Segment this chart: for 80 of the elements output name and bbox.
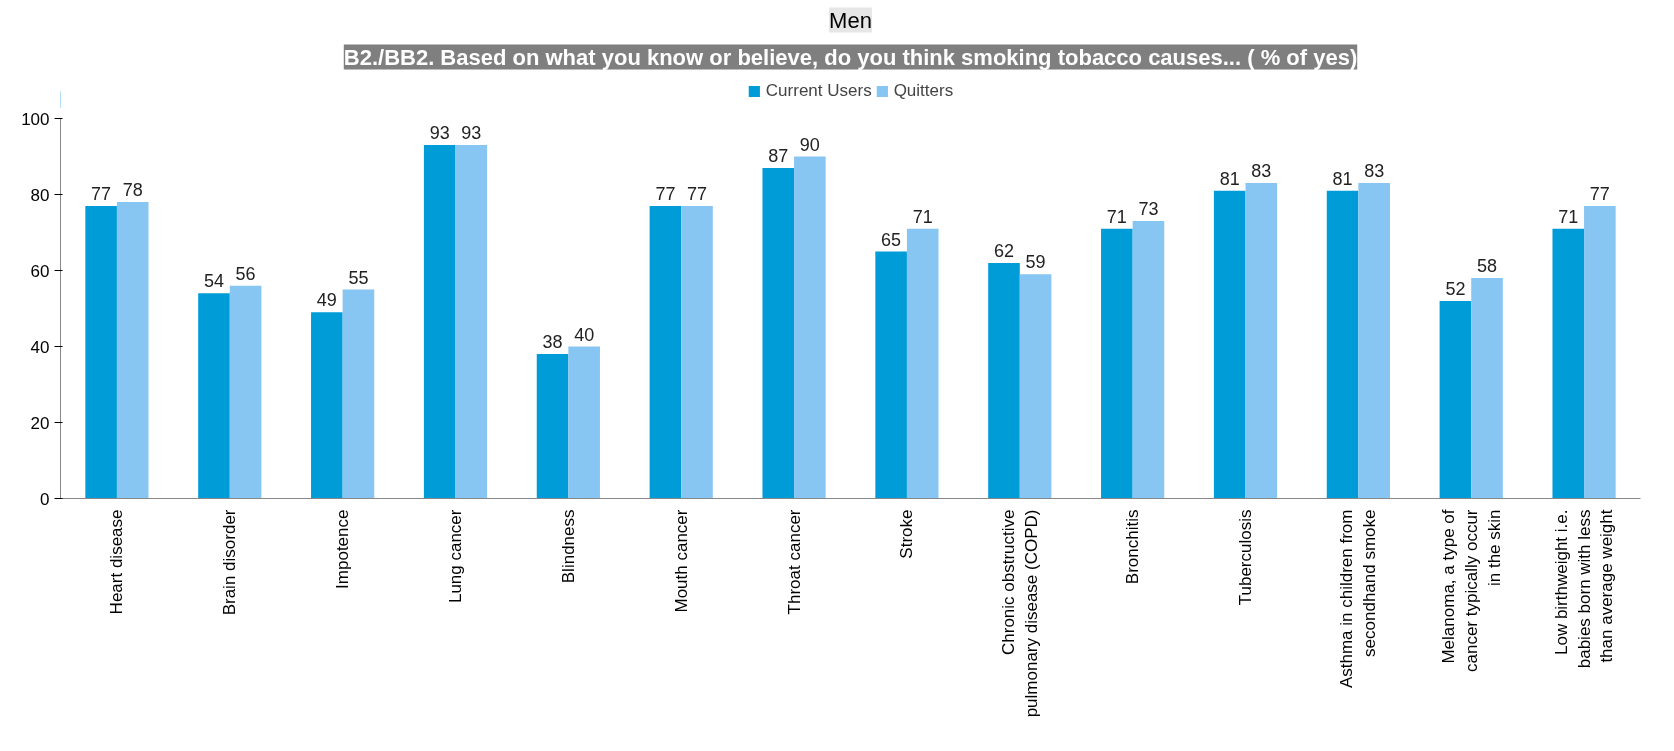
- x-tick-label: Asthma in children from secondhand smoke: [1337, 509, 1380, 689]
- bar: [455, 145, 488, 499]
- bar: [198, 293, 230, 499]
- bar: [762, 167, 795, 499]
- bar: [1019, 274, 1052, 499]
- x-tick-label: Melanoma, a type of cancer typically occur in the skin: [1438, 509, 1504, 672]
- data-label: 49: [316, 290, 337, 311]
- x-tick-label: Heart disease: [107, 509, 127, 615]
- bar: [1245, 183, 1278, 499]
- bar: [229, 285, 262, 499]
- data-label: 71: [1106, 206, 1127, 227]
- bar: [875, 251, 907, 499]
- data-label: 55: [348, 267, 369, 288]
- data-label: 93: [461, 123, 482, 144]
- bar: [906, 228, 939, 499]
- bar: [311, 312, 343, 499]
- y-tick-label: 40: [30, 337, 50, 357]
- data-label: 73: [1138, 199, 1159, 220]
- data-label: 58: [1477, 256, 1498, 277]
- data-label: 56: [235, 263, 256, 284]
- legend-label: Current Users: [765, 81, 872, 101]
- data-label: 38: [542, 332, 563, 353]
- data-label: 71: [1558, 206, 1579, 227]
- x-tick-label: Throat cancer: [784, 509, 804, 615]
- data-label: 65: [881, 229, 902, 250]
- bar: [1584, 205, 1616, 499]
- x-tick-label: Stroke: [897, 509, 917, 559]
- x-tick-label: Impotence: [333, 509, 353, 589]
- y-tick-label: 0: [40, 489, 50, 509]
- data-label: 83: [1364, 161, 1385, 182]
- bar: [1132, 221, 1165, 499]
- bar: [1326, 190, 1359, 499]
- x-tick-label: Brain disorder: [220, 509, 240, 616]
- x-tick-label: Lung cancer: [446, 509, 465, 604]
- data-label: 54: [203, 271, 225, 292]
- bar: [1471, 278, 1503, 499]
- bar: [85, 205, 117, 499]
- bar: [681, 205, 713, 499]
- x-tick-label: Mouth cancer: [671, 509, 691, 613]
- data-label: 81: [1332, 168, 1353, 189]
- y-tick-label: 60: [30, 261, 50, 281]
- x-tick-label: Tuberculosis: [1236, 509, 1255, 606]
- x-tick-label: Low birthweight i.e. babies born with less than average weight: [1551, 509, 1617, 669]
- data-label: 87: [768, 145, 789, 166]
- bar: [794, 156, 826, 499]
- bar: [536, 354, 569, 499]
- data-label: 77: [1589, 183, 1610, 204]
- data-label: 93: [429, 123, 450, 144]
- bar: [1101, 228, 1133, 499]
- bar: [568, 346, 600, 499]
- data-label: 62: [993, 240, 1015, 261]
- chart-title: B2./BB2. Based on what you know or believe, do you think smoking tobacco causes... ( % of yes): [343, 44, 1358, 70]
- bar: [1358, 183, 1390, 499]
- data-label: 83: [1251, 161, 1272, 182]
- bar: [1552, 228, 1585, 499]
- y-tick-label: 100: [21, 109, 50, 129]
- data-label: 77: [655, 183, 676, 204]
- bar: [649, 205, 682, 499]
- x-tick-label: Chronic obstructive pulmonary disease (COPD): [998, 509, 1041, 718]
- data-label: 90: [799, 134, 820, 155]
- bar: [116, 202, 149, 499]
- bar: [1439, 300, 1472, 499]
- bar: [423, 145, 456, 499]
- y-tick-label: 80: [30, 185, 50, 205]
- legend-label: Quitters: [893, 81, 954, 101]
- x-tick-label: Bronchitis: [1123, 509, 1143, 585]
- bar: [1213, 190, 1246, 499]
- data-label: 40: [574, 324, 595, 345]
- y-tick-label: 20: [30, 413, 50, 433]
- bar: [342, 289, 375, 499]
- data-label: 77: [687, 183, 708, 204]
- x-tick-label: Blindness: [558, 509, 578, 584]
- data-label: 59: [1025, 252, 1046, 273]
- data-label: 78: [122, 180, 143, 201]
- data-label: 52: [1445, 278, 1466, 299]
- data-label: 71: [912, 206, 933, 227]
- data-label: 77: [91, 183, 112, 204]
- bar: [988, 262, 1020, 499]
- chart-subtitle: Men: [829, 7, 872, 33]
- data-label: 81: [1219, 168, 1240, 189]
